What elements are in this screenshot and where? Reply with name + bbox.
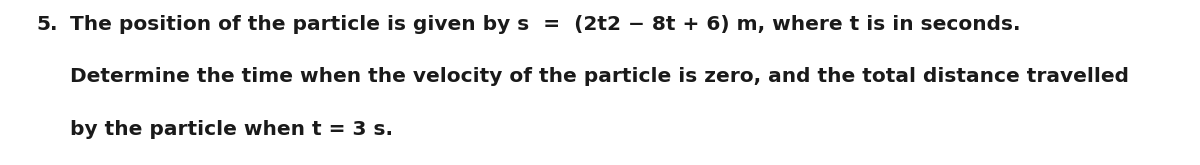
Text: by the particle when t = 3 s.: by the particle when t = 3 s.: [70, 120, 392, 139]
Text: The position of the particle is given by s  =  (2t2 − 8t + 6) m, where t is in s: The position of the particle is given by…: [70, 15, 1020, 34]
Text: 5.: 5.: [36, 15, 58, 34]
Text: Determine the time when the velocity of the particle is zero, and the total dist: Determine the time when the velocity of …: [70, 67, 1128, 86]
